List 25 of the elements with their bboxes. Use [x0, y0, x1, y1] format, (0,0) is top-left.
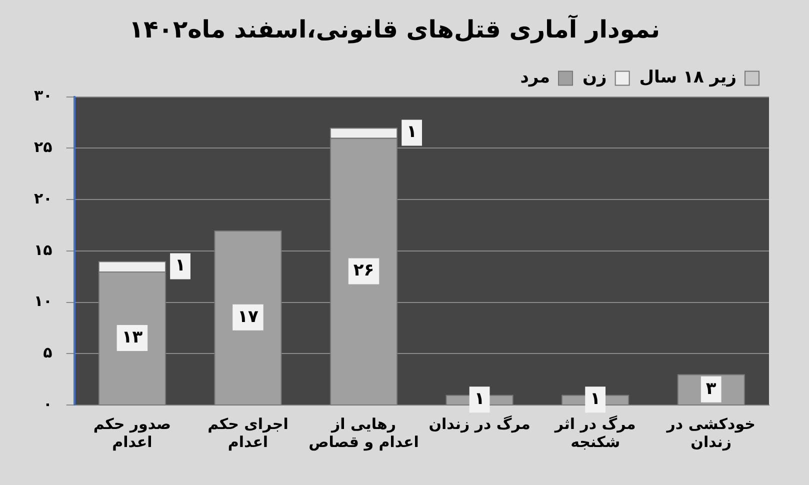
y-tick-label: ۲۰	[34, 189, 52, 208]
y-tick-label: ۳۰	[34, 86, 52, 105]
y-tick-label: ۲۵	[34, 138, 52, 156]
x-tick-label: خودکشی در زندان	[666, 414, 756, 451]
data-label: ۱	[175, 256, 186, 276]
data-label: ۱	[406, 122, 418, 142]
x-tick-label: مرگ در زندان	[428, 414, 530, 433]
y-tick-label: ۱۵	[34, 240, 52, 259]
legend-label: زیر ۱۸ سال	[639, 68, 736, 88]
data-label: ۱۳	[122, 327, 144, 348]
x-tick-label: اجرای حکم اعدام	[208, 414, 288, 451]
y-tick-label: ۱۰	[34, 292, 52, 310]
x-tick-label: رهایی از اعدام و قصاص	[308, 414, 419, 451]
data-label: ۱	[590, 389, 601, 410]
data-label: ۱۷	[238, 306, 259, 327]
data-label: ۲۶	[353, 260, 374, 281]
legend-label: مرد	[520, 68, 550, 88]
y-tick-label: ۰	[43, 394, 52, 413]
y-tick-label: ۵	[43, 344, 52, 362]
data-label: ۳	[706, 378, 717, 399]
data-label: ۱	[474, 389, 485, 410]
x-tick-label: صدور حکم اعدام	[93, 414, 172, 451]
x-tick-label: مرگ در اثر شکنجه	[554, 414, 636, 451]
legend-label: زن	[582, 68, 607, 88]
chart-title: نمودار آماری قتل‌های قانونی،اسفند ماه۱۴۰۲	[128, 14, 660, 44]
